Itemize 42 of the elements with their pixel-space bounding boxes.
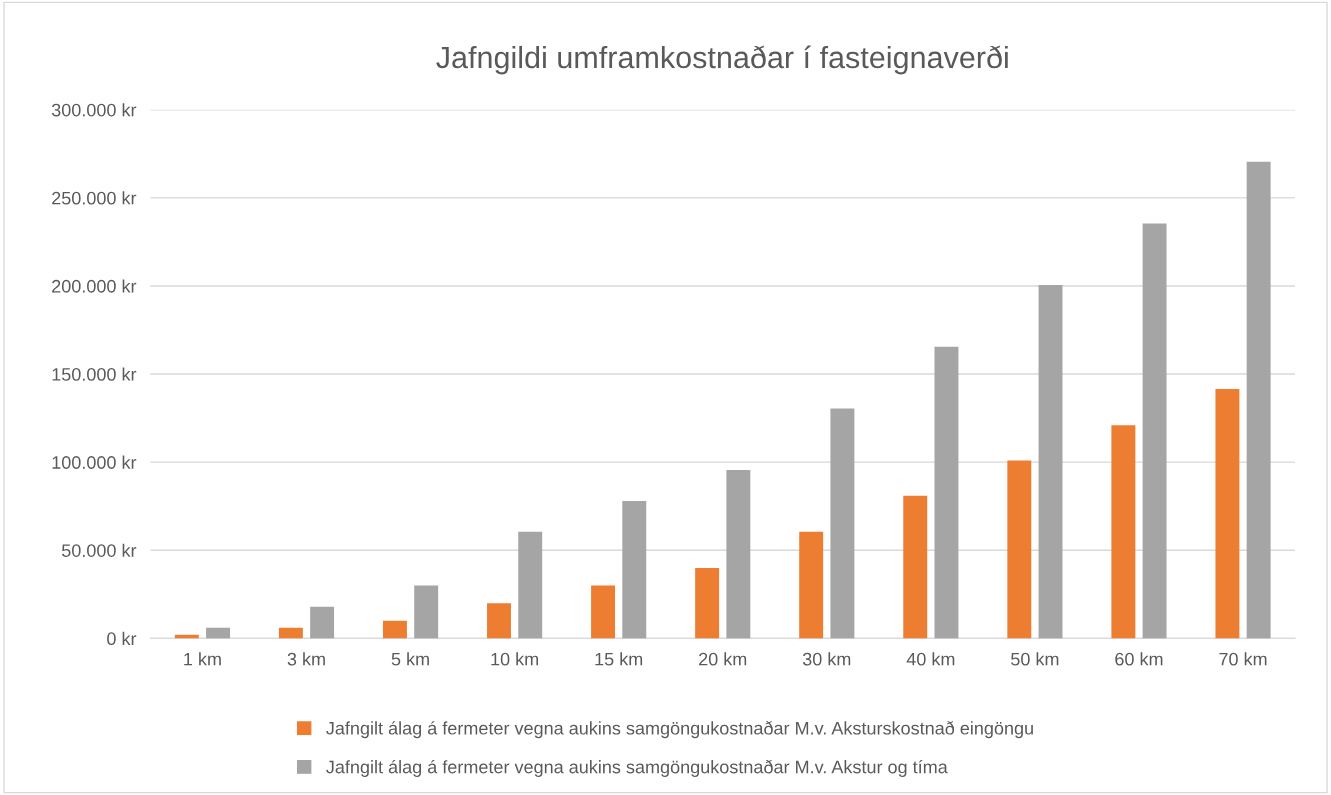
bar — [1111, 425, 1136, 639]
bar — [726, 470, 751, 639]
bar — [518, 531, 543, 639]
bar — [310, 606, 335, 639]
y-tick-label: 300.000 kr — [51, 103, 137, 117]
x-tick-label: 30 km — [802, 652, 851, 666]
x-tick-label: 60 km — [1115, 652, 1163, 666]
bar — [1038, 285, 1063, 639]
chart-title: Jafngildi umframkostnaðar í fasteignaverði — [436, 45, 1008, 75]
bar — [830, 408, 855, 639]
bar — [799, 531, 824, 639]
y-tick-label: 100.000 kr — [52, 455, 137, 469]
y-tick-label: 200.000 kr — [52, 279, 137, 293]
bar — [903, 495, 928, 639]
bar — [487, 603, 511, 639]
bar — [695, 567, 720, 639]
bar — [591, 585, 616, 639]
x-tick-label: 50 km — [1011, 652, 1059, 666]
x-tick-label: 70 km — [1219, 652, 1267, 666]
legend-label: Jafngilt álag á fermeter vegna aukins samgöngukostnaðar M.v. Akstur og tíma — [326, 759, 948, 777]
bar — [1215, 389, 1240, 639]
y-tick-label: 150.000 kr — [52, 367, 137, 381]
x-tick-label: 10 km — [491, 652, 539, 666]
y-tick-label: 250.000 kr — [52, 191, 137, 205]
x-tick-label: 40 km — [906, 652, 955, 666]
legend-label: Jafngilt álag á fermeter vegna aukins samgöngukostnaðar M.v. Aksturskostnað eingöngu — [326, 721, 1033, 739]
bar — [382, 620, 407, 639]
bar — [278, 627, 303, 639]
bar — [1246, 161, 1271, 639]
bar — [934, 346, 959, 639]
y-tick-label: 0 kr — [107, 631, 137, 646]
x-tick-label: 1 km — [184, 652, 221, 666]
x-tick-label: 3 km — [287, 652, 325, 666]
x-tick-label: 15 km — [595, 652, 643, 666]
y-tick-label: 50.000 kr — [61, 543, 137, 557]
bar — [414, 585, 439, 639]
x-tick-label: 5 km — [391, 652, 429, 666]
bar — [1142, 223, 1167, 639]
x-tick-label: 20 km — [699, 652, 747, 666]
bar — [622, 500, 647, 639]
bar — [206, 627, 231, 639]
bar — [1007, 460, 1032, 639]
